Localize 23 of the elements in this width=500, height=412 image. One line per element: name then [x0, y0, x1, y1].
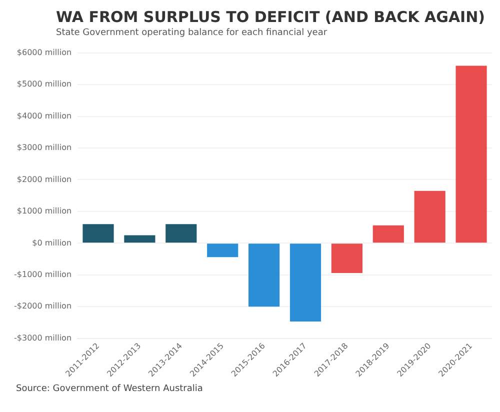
bar: [82, 224, 114, 243]
y-tick-label: $1000 million: [16, 206, 72, 216]
y-tick-label: $5000 million: [16, 80, 72, 89]
bar: [372, 225, 404, 243]
y-tick-label: $3000 million: [16, 143, 72, 152]
bar: [207, 244, 238, 258]
y-tick-label: -$2000 million: [14, 302, 72, 311]
bar: [248, 244, 280, 307]
bar: [290, 244, 322, 322]
y-tick-label: $2000 million: [16, 174, 72, 184]
bar: [331, 244, 362, 274]
y-tick-label: $0 million: [32, 238, 72, 248]
bar: [456, 66, 487, 243]
y-tick-label: $4000 million: [16, 111, 72, 120]
bar: [124, 235, 156, 243]
y-tick-label: -$1000 million: [14, 270, 72, 279]
bar: [414, 190, 446, 243]
chart-subtitle: State Government operating balance for each financial year: [56, 28, 328, 38]
source-note: Source: Government of Western Australia: [16, 384, 204, 394]
y-tick-label: $6000 million: [16, 48, 72, 57]
y-tick-label: -$3000 million: [14, 333, 72, 342]
chart-title: WA FROM SURPLUS TO DEFICIT (AND BACK AGAIN): [56, 8, 486, 26]
bar: [166, 224, 197, 243]
